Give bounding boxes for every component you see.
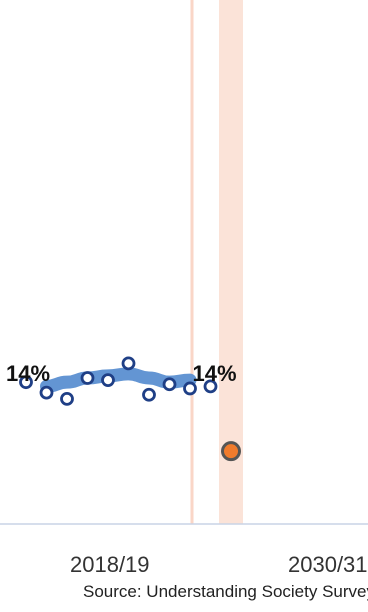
- projected-point-1: [221, 441, 241, 462]
- data-label-2: 14%: [193, 361, 237, 386]
- observed-point-1: [19, 375, 33, 390]
- observed-point-6: [121, 356, 136, 371]
- x-tick-labels: 2018/19 2030/31: [70, 552, 368, 577]
- data-labels: 14%14%5%: [6, 361, 237, 386]
- x-tick-label-1: 2018/19: [70, 552, 150, 577]
- observed-point-4: [80, 371, 95, 385]
- observed-point-5: [101, 373, 115, 387]
- data-label-1: 14%: [6, 361, 50, 386]
- projection-bands: [219, 0, 243, 524]
- observed-point-9: [183, 381, 197, 396]
- projected-points: [221, 441, 241, 462]
- observed-points: [19, 356, 218, 406]
- observed-point-10: [203, 379, 218, 394]
- observed-point-7: [142, 387, 156, 402]
- projection-band-1: [219, 0, 243, 524]
- observed-point-3: [60, 391, 74, 406]
- observed-point-8: [162, 377, 177, 392]
- source-note: Source: Understanding Society Survey: [83, 582, 368, 601]
- x-tick-label-2: 2030/31: [288, 552, 368, 577]
- observed-point-2: [39, 385, 54, 400]
